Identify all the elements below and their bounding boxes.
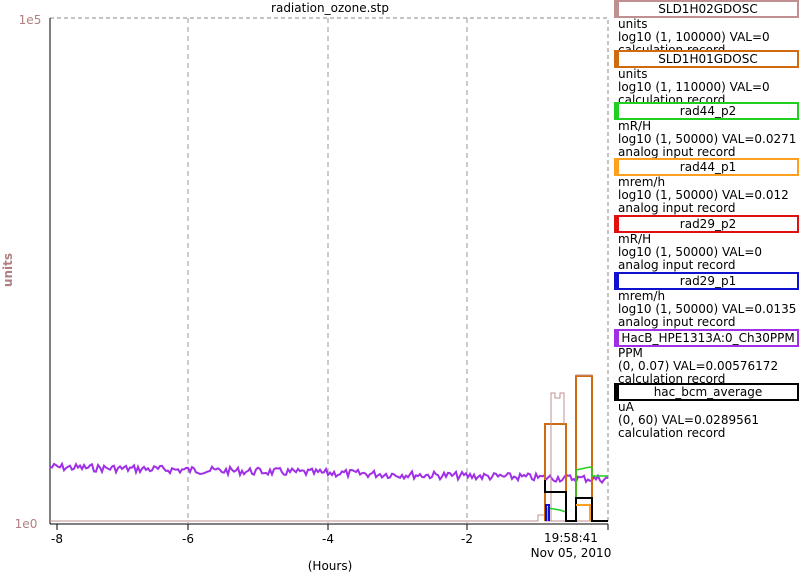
trace	[545, 504, 550, 521]
trace-record: calculation record	[618, 372, 726, 386]
trace-units: units	[618, 17, 648, 31]
legend-entry: rad44_p1 mrem/h log10 (1, 50000) VAL=0.012…	[614, 158, 800, 215]
trace-range: log10 (1, 50000) VAL=0.0135	[618, 302, 797, 316]
trace	[544, 480, 608, 522]
trace	[49, 461, 609, 485]
trace	[547, 466, 608, 522]
trace-units: mR/H	[618, 232, 652, 246]
trace-range: log10 (1, 50000) VAL=0.0271	[618, 132, 797, 146]
trace-record: analog input record	[618, 201, 736, 215]
trace-range: log10 (1, 100000) VAL=0	[618, 30, 770, 44]
trace-units: PPM	[618, 346, 643, 360]
trace-range: log10 (1, 110000) VAL=0	[618, 80, 770, 94]
x-tick-label: -4	[322, 532, 334, 546]
trace-button[interactable]: HacB_HPE1313A:0_Ch30PPM	[614, 329, 799, 347]
trace-button[interactable]: SLD1H02GDOSC	[614, 0, 799, 18]
x-tick-label: -6	[182, 532, 194, 546]
trace-button[interactable]: rad29_p2	[614, 215, 799, 233]
y-bottom-label: 1e0	[15, 517, 38, 531]
x-tick-label: -2	[461, 532, 473, 546]
trace-units: mrem/h	[618, 289, 666, 303]
x-time-label: 19:58:41	[544, 531, 598, 545]
legend-entry: rad44_p2 mR/H log10 (1, 50000) VAL=0.0271 a…	[614, 102, 800, 159]
trace-units: uA	[618, 400, 634, 414]
trace-units: units	[618, 67, 648, 81]
trace-range: log10 (1, 50000) VAL=0.012	[618, 188, 789, 202]
trace-units: mR/H	[618, 119, 652, 133]
y-axis-label: units	[1, 253, 15, 287]
trace-button[interactable]: rad44_p2	[614, 102, 799, 120]
trace	[550, 392, 565, 521]
plot-frame	[49, 17, 609, 525]
trace-record: calculation record	[618, 426, 726, 440]
legend-entry: SLD1H01GDOSC units log10 (1, 110000) VAL=0…	[614, 50, 800, 107]
trace-range: (0, 0.07) VAL=0.00576172	[618, 359, 779, 373]
plot-title: radiation_ozone.stp	[271, 1, 389, 15]
x-axis-label: (Hours)	[308, 559, 353, 573]
trace-button[interactable]: rad29_p1	[614, 272, 799, 290]
trace-range: (0, 60) VAL=0.0289561	[618, 413, 759, 427]
trace-record: analog input record	[618, 145, 736, 159]
trace	[50, 514, 608, 522]
trace	[576, 504, 591, 521]
plot: radiation_ozone.stp 1e5 1e0 units -8 -6 -4…	[1, 1, 612, 573]
legend-entry: rad29_p1 mrem/h log10 (1, 50000) VAL=0.013…	[614, 272, 800, 329]
trace-record: analog input record	[618, 315, 736, 329]
legend-entry: rad29_p2 mR/H log10 (1, 50000) VAL=0 analog…	[614, 215, 800, 272]
trace-button[interactable]: hac_bcm_average	[614, 383, 799, 401]
legend-entry: SLD1H02GDOSC units log10 (1, 100000) VAL=0…	[614, 0, 800, 57]
trace-button[interactable]: SLD1H01GDOSC	[614, 50, 799, 68]
trace-record: analog input record	[618, 258, 736, 272]
trace	[544, 375, 593, 522]
trace-range: log10 (1, 50000) VAL=0	[618, 245, 763, 259]
trace-units: mrem/h	[618, 175, 666, 189]
y-top-label: 1e5	[19, 13, 42, 27]
legend-entry: HacB_HPE1313A:0_Ch30PPM PPM (0, 0.07) VAL=…	[614, 329, 800, 386]
x-tick-label: -8	[51, 532, 63, 546]
x-date-label: Nov 05, 2010	[531, 546, 612, 560]
trace-button[interactable]: rad44_p1	[614, 158, 799, 176]
trace	[575, 374, 593, 376]
legend-entry: hac_bcm_average uA (0, 60) VAL=0.0289561 ca…	[614, 383, 800, 440]
